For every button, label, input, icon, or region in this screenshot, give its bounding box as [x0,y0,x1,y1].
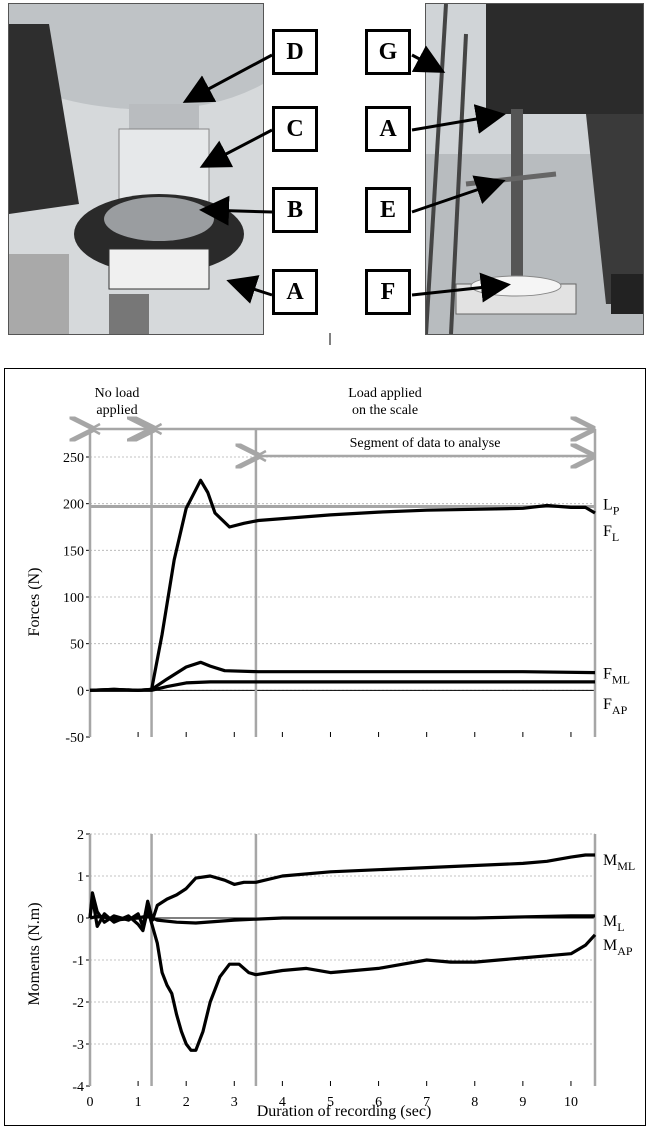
xtick-label: 8 [471,1095,478,1110]
xtick-label: 2 [183,1095,190,1110]
xtick-label: 5 [327,1095,334,1110]
force-ytick-label: 200 [63,498,84,513]
xtick-label: 0 [87,1095,94,1110]
force-ytick-label: 50 [70,638,84,653]
series-label-f-ap: FAP [603,696,628,717]
connector-arrow [329,333,331,345]
label-box-b: B [272,187,318,233]
photo-test-setup [425,3,644,335]
forces-ylabel: Forces (N) [26,568,43,637]
moment-ytick-label: 2 [77,828,84,843]
series-line-m-ap [88,895,597,1052]
force-ytick-label: 0 [77,684,84,699]
label-box-f: F [365,269,411,315]
moment-ytick-label: -4 [72,1080,84,1095]
xtick-label: 6 [375,1095,382,1110]
annotation-no-load-line2: applied [96,403,137,418]
moment-ytick-label: 1 [77,870,84,885]
span-arrow-head [149,422,163,436]
label-box-c: C [272,106,318,152]
span-arrow-head [254,449,267,463]
moment-ytick-label: 0 [77,912,84,927]
series-label-l-p: LP [603,496,620,517]
moment-ytick-label: -1 [72,954,84,969]
series-label-f-l: FL [603,523,619,544]
xtick-label: 9 [519,1095,526,1110]
xtick-label: 7 [423,1095,430,1110]
series-line-f-ap [90,680,595,692]
label-box-d: D [272,29,318,75]
series-label-m-ml: MML [603,852,635,873]
series-label-f-ml: FML [603,666,630,687]
series-label-m-ap: MAP [603,937,633,958]
series-line-m-l [89,914,595,925]
moment-ytick-label: -3 [72,1038,84,1053]
moments-ylabel: Moments (N.m) [26,902,43,1005]
chart-frame: No load applied Load applied on the scal… [4,368,646,1126]
force-ytick-label: 100 [63,591,84,606]
annotation-segment: Segment of data to analyse [350,436,501,451]
xtick-label: 10 [564,1095,578,1110]
moments-plot: -4 -3 -2 -1 0 1 2 0 1 2 3 4 5 6 7 8 9 10 MML ML MAP [72,828,635,1110]
photo-prosthesis-closeup [8,3,264,335]
series-label-m-l: ML [603,913,625,934]
annotation-load-line1: Load applied [348,386,421,401]
label-box-a-right: A [365,106,411,152]
xtick-label: 4 [279,1095,286,1110]
forces-plot: -50 0 50 100 150 200 250 LP FL FML FAP [63,424,630,746]
xtick-label: 1 [135,1095,142,1110]
label-box-a-left: A [272,269,318,315]
series-line-f-l [89,478,596,692]
moment-ytick-label: -2 [72,996,84,1011]
label-box-e: E [365,187,411,233]
annotation-no-load-line1: No load [95,386,140,401]
force-ytick-label: -50 [65,731,84,746]
xaxis-label: Duration of recording (sec) [257,1103,432,1120]
span-arrow-head [88,422,101,436]
force-ytick-label: 150 [63,544,84,559]
annotation-load-line2: on the scale [352,403,418,418]
force-ytick-label: 250 [63,451,84,466]
xtick-label: 3 [231,1095,238,1110]
label-box-g: G [365,29,411,75]
